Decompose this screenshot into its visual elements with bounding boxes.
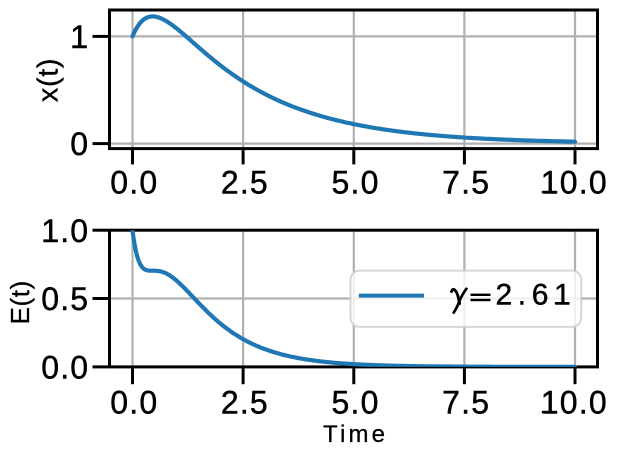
svg-text:7.5: 7.5: [442, 164, 490, 200]
svg-text:10.0: 10.0: [541, 164, 608, 200]
svg-text:0.5: 0.5: [41, 281, 89, 317]
svg-text:1.0: 1.0: [41, 213, 89, 249]
svg-text:10.0: 10.0: [541, 384, 608, 420]
svg-text:0.0: 0.0: [110, 384, 158, 420]
svg-text:5.0: 5.0: [332, 164, 380, 200]
svg-text:1: 1: [70, 19, 89, 55]
svg-text:E(t): E(t): [5, 280, 35, 324]
svg-text:7.5: 7.5: [442, 384, 490, 420]
svg-text:x(t): x(t): [33, 58, 65, 102]
svg-text:5.0: 5.0: [332, 384, 380, 420]
svg-text:0.0: 0.0: [41, 350, 89, 386]
svg-text:0.0: 0.0: [110, 164, 158, 200]
svg-text:2.5: 2.5: [221, 164, 269, 200]
svg-text:2.61: 2.61: [496, 279, 577, 312]
svg-text:Time: Time: [323, 421, 388, 448]
svg-text:2.5: 2.5: [221, 384, 269, 420]
svg-text:0: 0: [70, 126, 89, 162]
